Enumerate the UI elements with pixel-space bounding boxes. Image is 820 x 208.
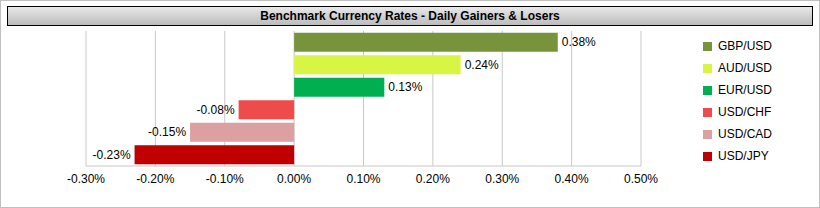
html-text:USD/JPY: USD/JPY [718, 149, 769, 163]
svg-text:0.00%: 0.00% [277, 172, 311, 186]
html-text:GBP/USD: GBP/USD [718, 39, 772, 53]
svg-text:-0.20%: -0.20% [136, 172, 174, 186]
svg-text:0.38%: 0.38% [562, 35, 596, 49]
html-text:Benchmark Currency Rates - Dai: Benchmark Currency Rates - Daily Gainers… [260, 9, 560, 23]
svg-text:-0.15%: -0.15% [148, 125, 186, 139]
html-text:AUD/USD: AUD/USD [718, 61, 772, 75]
svg-text:-0.08%: -0.08% [197, 103, 235, 117]
svg-text:0.13%: 0.13% [388, 80, 422, 94]
svg-text:0.30%: 0.30% [485, 172, 519, 186]
svg-text:0.10%: 0.10% [346, 172, 380, 186]
svg-text:-0.10%: -0.10% [206, 172, 244, 186]
svg-text:0.20%: 0.20% [416, 172, 450, 186]
html-text:USD/CHF: USD/CHF [718, 105, 772, 119]
html-text:USD/CAD: USD/CAD [718, 127, 772, 141]
html-text:EUR/USD: EUR/USD [718, 83, 772, 97]
svg-text:0.50%: 0.50% [624, 172, 658, 186]
svg-text:0.24%: 0.24% [465, 58, 499, 72]
svg-text:-0.23%: -0.23% [93, 148, 131, 162]
svg-text:0.40%: 0.40% [555, 172, 589, 186]
svg-text:-0.30%: -0.30% [67, 172, 105, 186]
